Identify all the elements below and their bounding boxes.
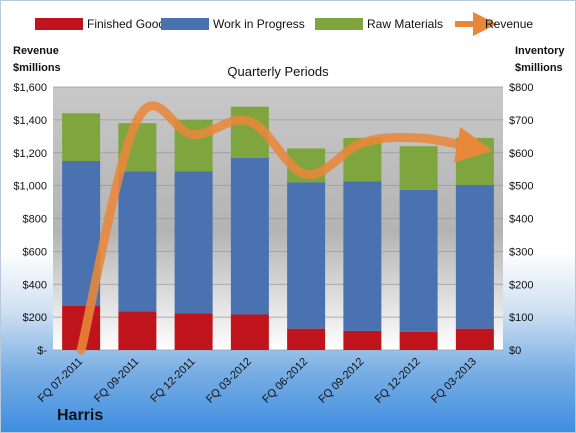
bar-work-in-progress: [455, 184, 494, 329]
legend-label: Revenue: [485, 17, 533, 31]
right-tick-label: $400: [509, 214, 533, 226]
bar-work-in-progress: [399, 189, 438, 332]
x-tick-label: FQ 12-2011: [148, 356, 197, 405]
right-tick-label: $200: [509, 279, 533, 291]
left-tick-label: $1,600: [13, 82, 47, 94]
bar-finished-goods: [230, 314, 269, 350]
x-tick-label: FQ 03-2013: [429, 356, 479, 406]
right-tick-label: $300: [509, 246, 533, 258]
legend-swatch-raw-materials: [315, 18, 363, 30]
x-tick-label: FQ 03-2012: [204, 356, 254, 406]
bar-work-in-progress: [343, 181, 382, 331]
legend-label: Finished Goods: [87, 17, 171, 31]
left-tick-label: $400: [23, 279, 47, 291]
left-tick-label: $1,000: [13, 181, 47, 193]
left-tick-label: $200: [23, 312, 47, 324]
left-tick-label: $600: [23, 246, 47, 258]
left-axis-title-line2: $millions: [13, 62, 61, 74]
chart-title: Quarterly Periods: [227, 64, 329, 79]
bar-finished-goods: [287, 328, 326, 350]
right-tick-label: $600: [509, 148, 533, 160]
x-tick-label: FQ 12-2012: [373, 356, 423, 406]
bar-finished-goods: [455, 328, 494, 350]
bar-work-in-progress: [174, 171, 213, 314]
revenue-line: [76, 101, 493, 355]
left-axis-title-line1: Revenue: [13, 45, 59, 57]
legend-swatch-finished-goods: [35, 18, 83, 30]
left-tick-label: $800: [23, 214, 47, 226]
x-tick-label: FQ 07-2011: [36, 356, 85, 405]
x-axis: FQ 07-2011 FQ 09-2011 FQ 12-2011 FQ 03-2012…: [36, 356, 479, 406]
right-tick-label: $500: [509, 181, 533, 193]
right-tick-label: $100: [509, 312, 533, 324]
bar-raw-materials: [399, 146, 438, 190]
right-tick-label: $800: [509, 82, 533, 94]
right-axis-title-line1: Inventory: [515, 45, 565, 57]
revenue-line-group: [76, 101, 493, 355]
bar-finished-goods: [174, 313, 213, 350]
left-tick-label: $1,400: [13, 115, 47, 127]
right-tick-label: $0: [509, 345, 521, 357]
x-tick-label: FQ 09-2011: [92, 356, 141, 405]
company-name: Harris: [57, 407, 103, 424]
bar-work-in-progress: [118, 171, 157, 312]
bar-finished-goods: [118, 311, 157, 350]
bar-finished-goods: [399, 331, 438, 350]
bar-work-in-progress: [230, 157, 269, 315]
left-axis: $1,600 $1,400 $1,200 $1,000 $800 $600 $400 $200…: [13, 82, 47, 357]
bar-work-in-progress: [287, 182, 326, 329]
right-axis-title-line2: $millions: [515, 62, 563, 74]
legend-swatch-work-in-progress: [161, 18, 209, 30]
left-tick-label: $-: [37, 345, 47, 357]
legend-label: Work in Progress: [213, 17, 305, 31]
bar-group: [62, 106, 494, 350]
legend-label: Raw Materials: [367, 17, 443, 31]
left-tick-label: $1,200: [13, 148, 47, 160]
right-tick-label: $700: [509, 115, 533, 127]
x-tick-label: FQ 06-2012: [260, 356, 310, 406]
chart-legend: Finished Goods Work in Progress Raw Materi…: [35, 12, 533, 36]
x-tick-label: FQ 09-2012: [317, 356, 367, 406]
bar-finished-goods: [343, 330, 382, 350]
right-axis: $800 $700 $600 $500 $400 $300 $200 $100 $0: [509, 82, 533, 357]
bar-raw-materials: [62, 113, 101, 161]
